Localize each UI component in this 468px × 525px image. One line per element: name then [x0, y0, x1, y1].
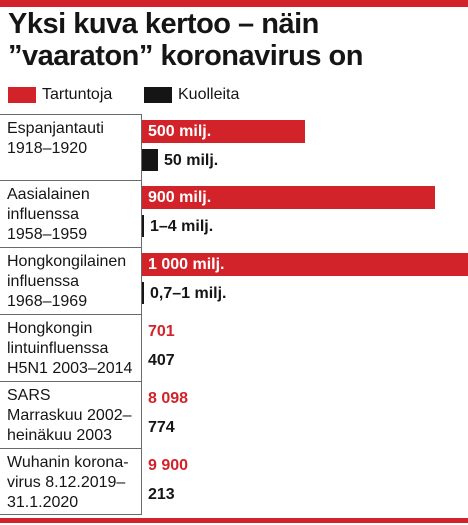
bar-infected-1 [142, 120, 305, 143]
bar-deaths-2 [142, 215, 144, 237]
category-label: Hongkongin lintuinfluenssa H5N1 2003–201… [7, 320, 133, 377]
top-accent-bar [0, 0, 468, 7]
data-label-deaths-6: 213 [148, 486, 175, 503]
chart-title: Yksi kuva kertoo – näin ”vaaraton” koron… [8, 8, 460, 72]
legend-label-infected: Tartuntoja [42, 86, 113, 103]
category-row-5: SARS Marraskuu 2002– heinäkuu 2003 [0, 381, 142, 449]
data-label-infected-1: 500 milj. [148, 123, 212, 140]
category-row-4: Hongkongin lintuinfluenssa H5N1 2003–201… [0, 314, 142, 382]
legend-swatch-deaths [144, 87, 172, 103]
data-label-infected-5: 8 098 [148, 390, 189, 407]
data-label-infected-3: 1 000 milj. [148, 256, 225, 273]
bottom-accent-bar [0, 518, 468, 523]
legend-swatch-infected [8, 87, 36, 103]
bar-deaths-3 [142, 282, 144, 304]
bar-infected-3 [142, 253, 468, 276]
data-label-infected-6: 9 900 [148, 457, 189, 474]
category-label: Wuhanin korona- virus 8.12.2019– 31.1.20… [7, 454, 129, 511]
data-label-infected-4: 701 [148, 323, 175, 340]
title-line-2: ”vaaraton” koronavirus on [8, 40, 363, 72]
data-label-infected-2: 900 milj. [148, 189, 212, 206]
data-label-deaths-1: 50 milj. [164, 152, 219, 169]
data-label-deaths-3: 0,7–1 milj. [150, 285, 227, 302]
category-label: Hongkongilainen influenssa 1968–1969 [7, 253, 127, 310]
category-label: Espanjantauti 1918–1920 [7, 120, 104, 157]
category-label: Aasialainen influenssa 1958–1959 [7, 186, 90, 243]
bar-deaths-1 [142, 149, 158, 171]
category-label: SARS Marraskuu 2002– heinäkuu 2003 [7, 387, 132, 444]
data-label-deaths-4: 407 [148, 352, 175, 369]
bar-infected-2 [142, 186, 435, 209]
category-row-3: Hongkongilainen influenssa 1968–1969 [0, 247, 142, 315]
category-row-2: Aasialainen influenssa 1958–1959 [0, 180, 142, 248]
title-line-1: Yksi kuva kertoo – näin [8, 8, 319, 40]
data-label-deaths-5: 774 [148, 419, 175, 436]
category-row-1: Espanjantauti 1918–1920 [0, 114, 142, 181]
category-row-6: Wuhanin korona- virus 8.12.2019– 31.1.20… [0, 448, 142, 515]
data-label-deaths-2: 1–4 milj. [150, 218, 214, 235]
legend-label-deaths: Kuolleita [178, 86, 240, 103]
